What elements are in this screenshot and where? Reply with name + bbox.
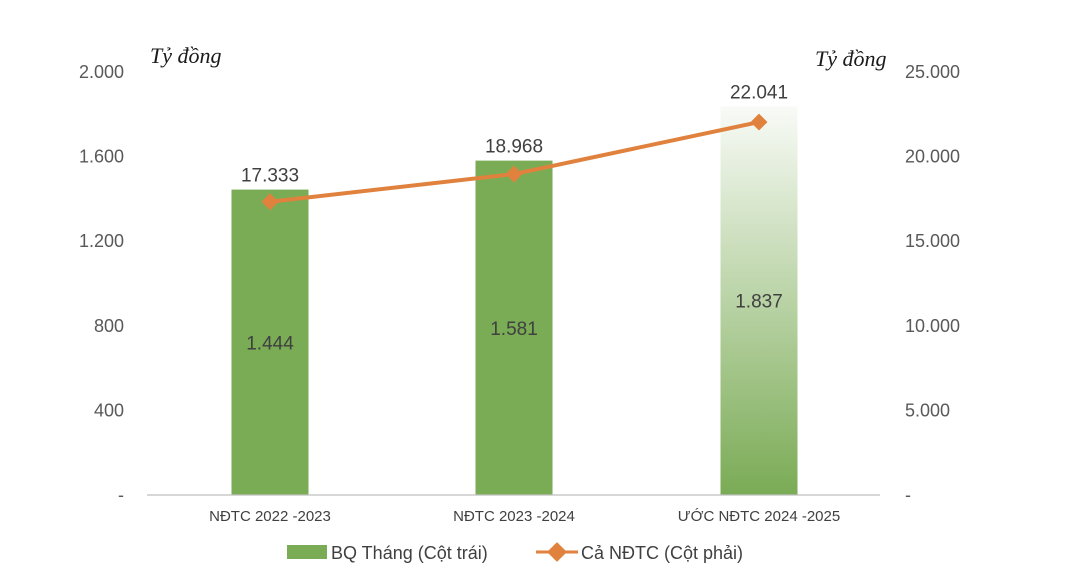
right-axis-ticks: - 5.000 10.000 15.000 20.000 25.000	[905, 62, 960, 505]
line-value-label: 17.333	[241, 166, 299, 187]
bar-value-label: 1.444	[246, 333, 294, 354]
left-tick-label: -	[118, 485, 124, 505]
left-axis-ticks: - 400 800 1.200 1.600 2.000	[79, 62, 124, 505]
legend-bar-label: BQ Tháng (Cột trái)	[331, 543, 488, 563]
line-value-label: 18.968	[485, 137, 543, 158]
legend: BQ Tháng (Cột trái) Cả NĐTC (Cột phải)	[287, 542, 743, 563]
bar-value-label: 1.581	[490, 319, 538, 340]
line-series	[261, 113, 768, 211]
left-tick-label: 1.200	[79, 231, 124, 251]
right-tick-label: 10.000	[905, 316, 960, 336]
bar	[720, 106, 798, 496]
right-axis-unit: Tỷ đồng	[815, 46, 887, 71]
line-marker	[505, 165, 523, 183]
category-label: NĐTC 2023 -2024	[453, 508, 575, 525]
category-labels: NĐTC 2022 -2023 NĐTC 2023 -2024 ƯỚC NĐTC 2…	[209, 508, 840, 525]
right-tick-label: 5.000	[905, 400, 950, 420]
bar	[231, 189, 309, 495]
legend-line-marker	[547, 542, 567, 562]
bar-value-labels: 1.444 1.581 1.837	[246, 292, 783, 355]
right-tick-label: -	[905, 485, 911, 505]
left-tick-label: 400	[94, 400, 124, 420]
category-label: ƯỚC NĐTC 2024 -2025	[678, 508, 840, 525]
bar-series	[231, 106, 798, 496]
line-marker	[750, 113, 768, 131]
left-tick-label: 2.000	[79, 62, 124, 82]
left-tick-label: 1.600	[79, 147, 124, 167]
bar-value-label: 1.837	[735, 292, 783, 313]
line-marker	[261, 193, 279, 211]
legend-bar-swatch	[287, 545, 327, 559]
category-label: NĐTC 2022 -2023	[209, 508, 331, 525]
line-value-labels: 17.333 18.968 22.041	[241, 82, 788, 186]
left-tick-label: 800	[94, 316, 124, 336]
line-value-label: 22.041	[730, 82, 788, 103]
left-axis-unit: Tỷ đồng	[150, 43, 222, 68]
legend-line-label: Cả NĐTC (Cột phải)	[581, 543, 743, 563]
right-tick-label: 25.000	[905, 62, 960, 82]
right-tick-label: 20.000	[905, 147, 960, 167]
right-tick-label: 15.000	[905, 231, 960, 251]
bar	[475, 160, 553, 495]
